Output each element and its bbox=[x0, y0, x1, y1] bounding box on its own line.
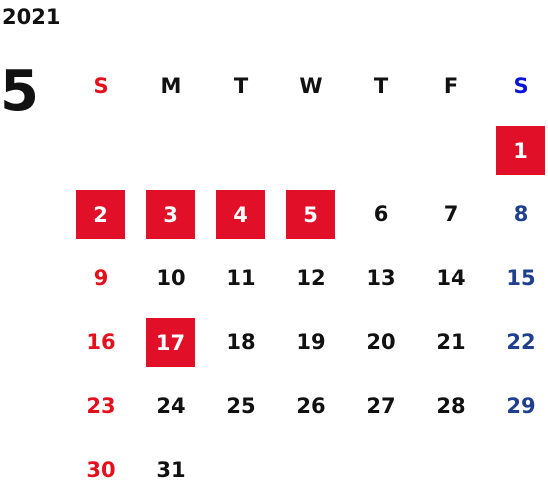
calendar-day[interactable]: 11 bbox=[206, 246, 276, 310]
day-number: 28 bbox=[436, 394, 466, 418]
calendar-month: 5 bbox=[0, 59, 39, 124]
holiday-marker: 17 bbox=[146, 318, 195, 367]
day-number: 12 bbox=[296, 266, 326, 290]
day-number: 29 bbox=[506, 394, 536, 418]
holiday-marker: 1 bbox=[496, 126, 545, 175]
day-number: 9 bbox=[93, 266, 109, 290]
weekday-header: S bbox=[513, 74, 529, 98]
calendar-day[interactable]: 7 bbox=[416, 182, 486, 246]
calendar-day[interactable]: 30 bbox=[66, 438, 136, 502]
day-number: 25 bbox=[226, 394, 256, 418]
calendar-day-holiday[interactable]: 2 bbox=[66, 182, 136, 246]
day-number: 18 bbox=[226, 330, 256, 354]
calendar-day[interactable]: 10 bbox=[136, 246, 206, 310]
day-number: 30 bbox=[86, 458, 116, 482]
day-number: 8 bbox=[513, 202, 529, 226]
calendar-day[interactable]: 23 bbox=[66, 374, 136, 438]
calendar-day-holiday[interactable]: 17 bbox=[136, 310, 206, 374]
calendar-day[interactable]: 6 bbox=[346, 182, 416, 246]
holiday-marker: 4 bbox=[216, 190, 265, 239]
calendar-day[interactable]: 15 bbox=[486, 246, 548, 310]
calendar-day[interactable]: 27 bbox=[346, 374, 416, 438]
calendar-day[interactable]: 14 bbox=[416, 246, 486, 310]
weekday-header: T bbox=[373, 74, 389, 98]
holiday-marker: 2 bbox=[76, 190, 125, 239]
day-number: 21 bbox=[436, 330, 466, 354]
day-number: 7 bbox=[443, 202, 459, 226]
calendar-day[interactable]: 31 bbox=[136, 438, 206, 502]
day-number: 27 bbox=[366, 394, 396, 418]
day-number: 16 bbox=[86, 330, 116, 354]
calendar-day[interactable]: 28 bbox=[416, 374, 486, 438]
day-number: 24 bbox=[156, 394, 186, 418]
day-number: 6 bbox=[373, 202, 389, 226]
holiday-marker: 5 bbox=[286, 190, 335, 239]
weekday-header: S bbox=[93, 74, 109, 98]
calendar-day[interactable]: 13 bbox=[346, 246, 416, 310]
calendar-day[interactable]: 21 bbox=[416, 310, 486, 374]
calendar-day[interactable]: 12 bbox=[276, 246, 346, 310]
weekday-header: T bbox=[233, 74, 249, 98]
day-number: 10 bbox=[156, 266, 186, 290]
calendar-day[interactable]: 9 bbox=[66, 246, 136, 310]
day-number: 20 bbox=[366, 330, 396, 354]
day-number: 15 bbox=[506, 266, 536, 290]
day-number: 11 bbox=[226, 266, 256, 290]
calendar-day[interactable]: 29 bbox=[486, 374, 548, 438]
calendar-day-holiday[interactable]: 1 bbox=[486, 118, 548, 182]
day-number: 14 bbox=[436, 266, 466, 290]
calendar-day[interactable]: 24 bbox=[136, 374, 206, 438]
calendar-day[interactable]: 8 bbox=[486, 182, 548, 246]
calendar-day[interactable]: 16 bbox=[66, 310, 136, 374]
weekday-header: M bbox=[160, 74, 182, 98]
calendar-day[interactable]: 18 bbox=[206, 310, 276, 374]
day-number: 22 bbox=[506, 330, 536, 354]
calendar-day-holiday[interactable]: 4 bbox=[206, 182, 276, 246]
calendar-day[interactable]: 25 bbox=[206, 374, 276, 438]
weekday-header: F bbox=[443, 74, 459, 98]
calendar-day-holiday[interactable]: 3 bbox=[136, 182, 206, 246]
day-number: 31 bbox=[156, 458, 186, 482]
calendar-year: 2021 bbox=[2, 5, 61, 29]
day-number: 19 bbox=[296, 330, 326, 354]
day-number: 26 bbox=[296, 394, 326, 418]
calendar-day[interactable]: 22 bbox=[486, 310, 548, 374]
calendar-day[interactable]: 19 bbox=[276, 310, 346, 374]
weekday-header: W bbox=[299, 74, 323, 98]
calendar-grid: S M T W T F S 1 2 3 4 5 6 7 8 9 10 11 12 13 14 15 16 17 18 19 20 21… bbox=[66, 54, 548, 503]
calendar-day-holiday[interactable]: 5 bbox=[276, 182, 346, 246]
day-number: 23 bbox=[86, 394, 116, 418]
calendar-day[interactable]: 20 bbox=[346, 310, 416, 374]
day-number: 13 bbox=[366, 266, 396, 290]
holiday-marker: 3 bbox=[146, 190, 195, 239]
calendar-day[interactable]: 26 bbox=[276, 374, 346, 438]
